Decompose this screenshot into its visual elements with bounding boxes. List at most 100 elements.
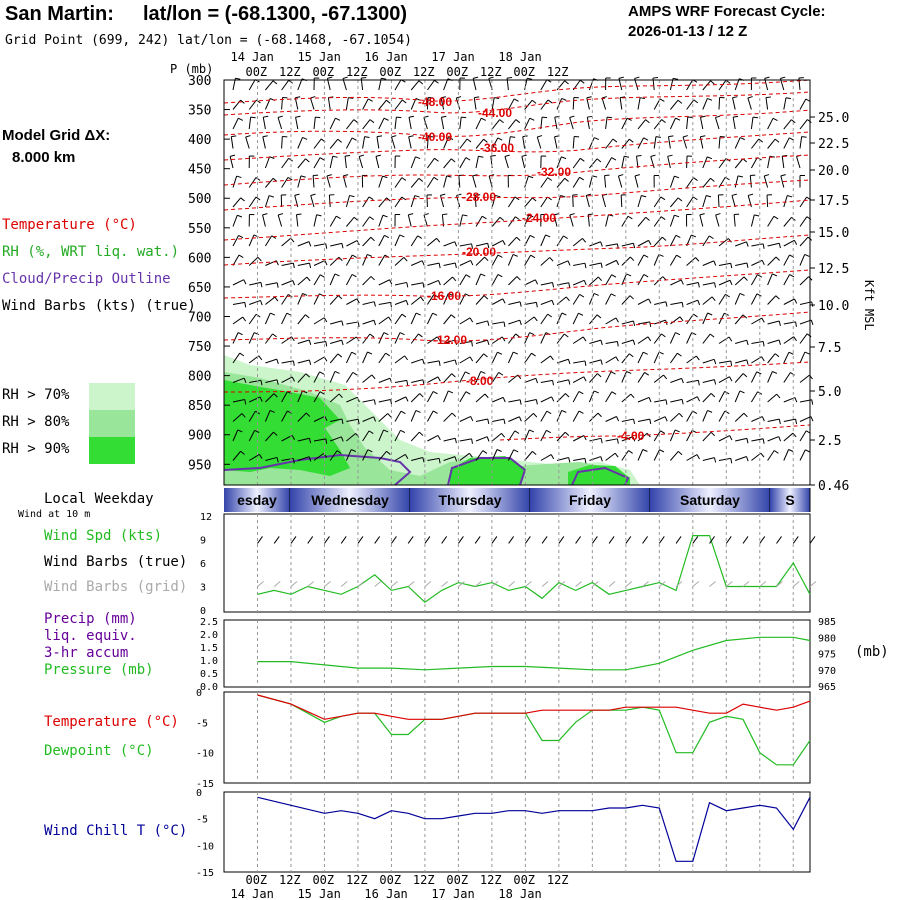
wind-barb-grid [776, 581, 783, 587]
wind-barb-flag [648, 298, 652, 304]
wind-barb-flag [353, 216, 359, 221]
wind-barb-flag [584, 360, 587, 366]
wind-barb [621, 118, 628, 130]
wind-barb-flag [742, 314, 748, 319]
model-grid-value: 8.000 km [12, 149, 76, 166]
wind-barb [248, 313, 257, 325]
wind-barb [281, 177, 289, 188]
wind-barb [426, 136, 429, 149]
pressure-label: Pressure (mb) [44, 662, 154, 678]
wind-barb-flag [550, 454, 555, 460]
wind-barb [569, 117, 574, 130]
wind-barb [735, 262, 748, 266]
wind-barb [669, 215, 675, 227]
wind-barb-flag [408, 213, 414, 216]
wind-barb-flag [474, 96, 480, 99]
contour-label: -48.00 [418, 95, 452, 109]
wind-barb [605, 117, 608, 130]
wind-barb [799, 136, 803, 149]
wind-barb [605, 259, 617, 266]
wind-barb [734, 276, 745, 286]
wind-barb [378, 99, 387, 110]
wind-barb [751, 259, 763, 266]
wind-barb [750, 371, 758, 383]
top-date-label: 17 Jan [431, 50, 474, 64]
wind-barb-flag [743, 276, 748, 281]
temperature-contour [223, 79, 811, 104]
wind-barb [686, 332, 693, 344]
wind-barb-flag [436, 336, 441, 342]
wind-barb-flag [730, 458, 733, 464]
wind-barb-grid [340, 581, 348, 587]
wind-barb-grid [709, 581, 716, 587]
wind-barb [670, 316, 681, 325]
wind-barb-flag [661, 119, 666, 124]
wind-barb [749, 175, 752, 188]
precip-label: Precip (mm) [44, 611, 137, 627]
pressure-tick-label: 650 [188, 281, 211, 296]
wind-barb [572, 238, 583, 247]
wind-barb-flag [746, 438, 749, 444]
wind-barb-flag [471, 341, 473, 347]
wind-barb-flag [513, 351, 519, 355]
wind-barb [232, 450, 242, 461]
wind-barb [508, 374, 519, 383]
wind-barb-flag [400, 429, 406, 434]
wind-barb [524, 398, 537, 403]
bottom-hour-label: 00Z [513, 873, 535, 887]
wind-barb-flag [260, 282, 263, 288]
wind-barb-flag [680, 279, 684, 285]
wind-barb-flag [399, 234, 405, 238]
wind-barb-flag [547, 99, 553, 104]
wind-barb [556, 156, 562, 169]
wind-barb [265, 177, 274, 188]
wind-barb [411, 282, 424, 286]
temp-ytick-label: -5 [196, 718, 208, 729]
wind-barb [524, 377, 537, 383]
wind-barb-flag [788, 449, 794, 452]
wind-barb [459, 452, 470, 461]
wind-barb [443, 293, 449, 305]
wind-barb [408, 117, 412, 130]
wind-barb [346, 336, 357, 344]
wind-barb-flag [629, 138, 634, 143]
chill-ytick-label: -10 [196, 841, 214, 852]
wind-barb-true [792, 536, 799, 544]
wind-barb [394, 79, 402, 91]
wind-barb [621, 215, 629, 227]
wind-barb-grid [692, 581, 700, 587]
wind-barb-flag [707, 156, 713, 160]
wind-barb [309, 97, 315, 110]
wind-barb-flag [600, 456, 603, 462]
wind-barb-flag [302, 136, 308, 140]
wind-barb [472, 175, 477, 188]
wind-barb [699, 214, 704, 227]
wind-barb-flag [761, 260, 765, 266]
wind-barb [699, 117, 704, 130]
wind-barb-flag [319, 274, 325, 278]
wind-barb [458, 175, 461, 188]
wind-barb [588, 78, 595, 91]
pressure-ytick-label: 965 [818, 682, 836, 693]
wind-barb [440, 117, 445, 130]
wind-barb [394, 234, 401, 247]
wind-barb-flag [584, 263, 587, 269]
wind-barb-flag [415, 98, 421, 101]
temperature-contour [223, 361, 811, 393]
wind-barb [767, 371, 773, 383]
wind-barb [426, 391, 434, 403]
wind-barb [667, 156, 671, 169]
wind-barb-flag [255, 177, 261, 181]
wind-barb-flag [291, 376, 295, 382]
wind-barb-flag [387, 413, 392, 418]
wind-barb-flag [778, 320, 781, 327]
wind-barb [589, 241, 601, 247]
weekday-label: Wednesday [311, 492, 389, 508]
wind-barb [589, 437, 602, 442]
wind-barb-flag [456, 193, 462, 196]
wind-barb [654, 301, 667, 305]
wind-barb-flag [658, 351, 664, 355]
wind-barb-flag [497, 351, 503, 355]
wind-barb [670, 279, 682, 286]
wind-speed-label: Wind Spd (kts) [44, 528, 163, 544]
